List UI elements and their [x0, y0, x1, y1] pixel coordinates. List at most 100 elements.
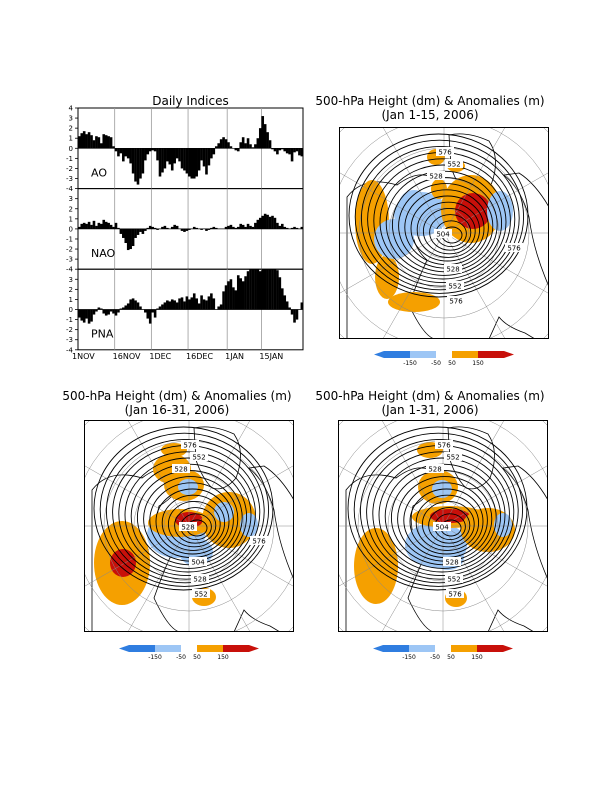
- index-bar-nao: [192, 226, 196, 229]
- index-bar-ao: [92, 140, 96, 149]
- index-bar-nao: [136, 228, 140, 235]
- legend-label: -50: [431, 360, 441, 367]
- index-bar-nao: [82, 222, 86, 229]
- legend-label: 50: [448, 360, 456, 367]
- index-bar-ao: [214, 146, 218, 149]
- index-bar-pna: [232, 287, 235, 310]
- index-y-tick-label: 0: [69, 145, 73, 153]
- index-bar-pna: [139, 306, 142, 310]
- index-bar-ao: [173, 148, 176, 164]
- index-y-tick-label: 3: [69, 115, 73, 123]
- index-bar-pna: [129, 299, 132, 310]
- index-bar-nao: [200, 228, 203, 230]
- index-bar-ao: [168, 148, 172, 165]
- map1-title-line1: 500-hPa Height (dm) & Anomalies (m): [315, 94, 545, 108]
- index-bar-pna: [207, 296, 211, 310]
- legend-arrow-negative: [119, 645, 129, 652]
- indices-title: Daily Indices: [152, 94, 229, 108]
- legend-label: -150: [402, 654, 416, 661]
- index-y-tick-label: -1: [66, 235, 73, 243]
- map1-title: 500-hPa Height (dm) & Anomalies (m) (Jan…: [300, 94, 560, 122]
- index-bar-pna: [217, 306, 220, 310]
- index-bar-ao: [295, 148, 299, 152]
- index-bar-nao: [112, 226, 115, 229]
- map2-title: 500-hPa Height (dm) & Anomalies (m) (Jan…: [47, 389, 307, 417]
- contour-label-bg: [444, 264, 462, 273]
- index-bar-nao: [214, 227, 218, 229]
- height-contour: [167, 500, 221, 548]
- index-bar-pna: [229, 279, 233, 310]
- index-bar-ao: [178, 148, 181, 162]
- index-bar-nao: [263, 213, 267, 229]
- index-bar-ao: [85, 134, 88, 149]
- height-contour: [428, 507, 471, 544]
- index-bar-nao: [227, 225, 230, 229]
- index-bar-pna: [131, 298, 135, 310]
- legend-arrow-positive: [249, 645, 259, 652]
- index-bar-nao: [195, 227, 198, 229]
- index-bar-nao: [151, 226, 154, 229]
- index-bar-nao: [102, 219, 106, 229]
- index-y-tick-label: -4: [66, 185, 74, 193]
- index-bar-nao: [273, 217, 277, 229]
- legend-label: 150: [217, 654, 229, 661]
- index-bar-pna: [188, 299, 191, 310]
- index-bar-pna: [102, 309, 106, 314]
- anomaly-strong-positive: [110, 549, 136, 577]
- index-bar-nao: [246, 223, 250, 229]
- meridian-line: [339, 172, 445, 234]
- index-bar-pna: [261, 269, 265, 310]
- index-bar-ao: [239, 142, 243, 149]
- continent-outline: [91, 467, 183, 632]
- index-bar-pna: [200, 295, 203, 310]
- meridian-line: [127, 525, 190, 632]
- index-bar-nao: [300, 226, 304, 229]
- index-bar-pna: [80, 309, 84, 321]
- index-bar-nao: [268, 216, 272, 229]
- legend-label: 50: [193, 654, 201, 661]
- index-x-tick-label: 1JAN: [225, 352, 244, 361]
- index-bar-ao: [119, 148, 123, 154]
- map3-anomaly-map: 576 552 528 504 528 552 576: [338, 420, 548, 632]
- index-x-tick-label: 1DEC: [149, 352, 171, 361]
- anomaly-positive: [388, 292, 440, 312]
- index-bar-nao: [210, 227, 213, 229]
- index-bar-nao: [249, 225, 252, 229]
- index-bar-pna: [146, 309, 150, 319]
- contour-label: 552: [447, 161, 460, 169]
- legend-label: 50: [447, 654, 455, 661]
- index-bar-ao: [82, 131, 86, 149]
- index-bar-pna: [290, 309, 294, 315]
- map3-title-line1: 500-hPa Height (dm) & Anomalies (m): [315, 389, 545, 403]
- index-bar-ao: [254, 144, 257, 149]
- contour-label: 552: [448, 283, 461, 291]
- height-contour: [155, 488, 230, 555]
- index-bar-nao: [141, 228, 145, 234]
- index-bar-pna: [95, 309, 98, 312]
- height-contour: [416, 201, 481, 258]
- contour-label: 504: [436, 231, 450, 239]
- index-bar-ao: [278, 148, 282, 151]
- index-bar-nao: [188, 228, 191, 230]
- contour-label-bg: [436, 147, 454, 156]
- index-bar-ao: [180, 148, 184, 169]
- anomaly-positive: [161, 443, 187, 457]
- index-bar-ao: [200, 148, 203, 161]
- meridian-line: [443, 232, 549, 294]
- contour-label-bg: [250, 536, 268, 545]
- index-bar-nao: [173, 224, 176, 229]
- index-bar-ao: [156, 148, 159, 161]
- index-bar-ao: [195, 148, 198, 177]
- contour-label-bg: [192, 589, 210, 598]
- index-bar-ao: [112, 146, 115, 149]
- index-bar-pna: [100, 308, 103, 310]
- index-y-tick-label: -2: [66, 326, 73, 334]
- index-bar-pna: [283, 295, 287, 310]
- index-bar-nao: [78, 226, 81, 229]
- index-bar-pna: [293, 309, 296, 323]
- index-bar-nao: [224, 226, 228, 229]
- index-bar-ao: [205, 148, 208, 175]
- index-y-tick-label: 2: [69, 125, 73, 133]
- index-bar-nao: [148, 225, 152, 229]
- index-bar-ao: [256, 138, 260, 149]
